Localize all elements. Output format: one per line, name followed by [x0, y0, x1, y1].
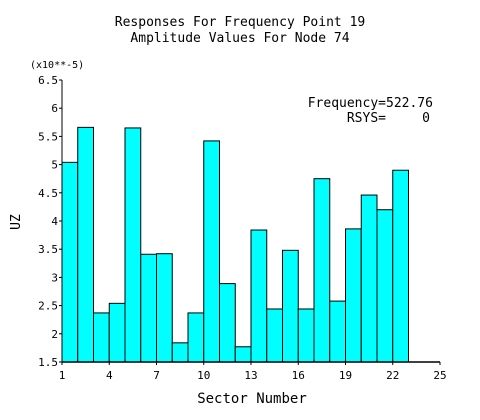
annotation-rsys: RSYS= 0 — [347, 111, 430, 126]
chart-title: Responses For Frequency Point 19 — [115, 15, 365, 30]
annotation-frequency: Frequency= 522.76 — [308, 96, 433, 111]
bar-sector-21 — [376, 209, 394, 363]
bar-sector-20 — [360, 194, 378, 363]
y-tick-label: 5 — [51, 159, 58, 172]
annotation-frequency-label: Frequency= — [308, 96, 386, 111]
x-tick-label: 7 — [153, 369, 160, 382]
bar-sector-1 — [61, 161, 79, 363]
x-tick-label: 22 — [386, 369, 399, 382]
annotation-rsys-value: 0 — [422, 111, 430, 126]
bars-group — [61, 126, 409, 363]
bar-sector-3 — [93, 312, 110, 363]
bar-sector-13 — [250, 229, 268, 363]
bar-sector-17 — [313, 178, 331, 363]
x-axis-label: Sector Number — [197, 391, 307, 407]
bar-sector-18 — [329, 300, 346, 363]
annotation-rsys-label: RSYS= — [347, 111, 386, 126]
bar-sector-15 — [282, 249, 299, 363]
y-tick-label: 4.5 — [38, 187, 58, 200]
x-tick-label: 19 — [339, 369, 352, 382]
bar-sector-5 — [124, 127, 142, 363]
y-tick-label: 3.5 — [38, 243, 58, 256]
bar-sector-11 — [219, 283, 236, 363]
x-tick-label: 10 — [197, 369, 210, 382]
bar-sector-2 — [77, 126, 94, 363]
y-tick-label: 2 — [51, 328, 58, 341]
y-tick-label: 6 — [51, 102, 58, 115]
chart-subtitle: Amplitude Values For Node 74 — [130, 31, 349, 46]
bar-sector-7 — [156, 253, 173, 363]
x-tick-label: 1 — [59, 369, 66, 382]
annotation-frequency-value: 522.76 — [386, 96, 433, 111]
y-tick-label: 6.5 — [38, 74, 58, 87]
y-tick-label: 3 — [51, 271, 58, 284]
y-tick-label: 4 — [51, 215, 58, 228]
y-tick-label: 5.5 — [38, 130, 58, 143]
bar-sector-19 — [345, 228, 362, 363]
y-ticks-group: 1.5 2 2.5 3 3.5 4 4.5 5 5.5 6 6.5 — [38, 74, 62, 369]
bar-sector-16 — [297, 308, 315, 363]
x-ticks-group: 1 4 7 10 13 16 19 22 25 — [59, 362, 447, 382]
x-tick-label: 25 — [433, 369, 446, 382]
bar-sector-12 — [234, 346, 252, 363]
y-scale-label: (x10**-5) — [30, 60, 84, 71]
y-tick-label: 1.5 — [38, 356, 58, 369]
bar-sector-4 — [108, 302, 126, 363]
bar-sector-14 — [266, 308, 283, 363]
y-tick-label: 2.5 — [38, 300, 58, 313]
bar-sector-6 — [140, 253, 157, 363]
bar-sector-8 — [171, 342, 189, 363]
x-tick-label: 4 — [106, 369, 113, 382]
bar-sector-9 — [187, 312, 205, 363]
bar-sector-10 — [203, 140, 220, 363]
x-tick-label: 13 — [244, 369, 257, 382]
y-axis-label: UZ — [9, 214, 24, 230]
x-tick-label: 16 — [292, 369, 305, 382]
bar-sector-22 — [392, 169, 409, 363]
